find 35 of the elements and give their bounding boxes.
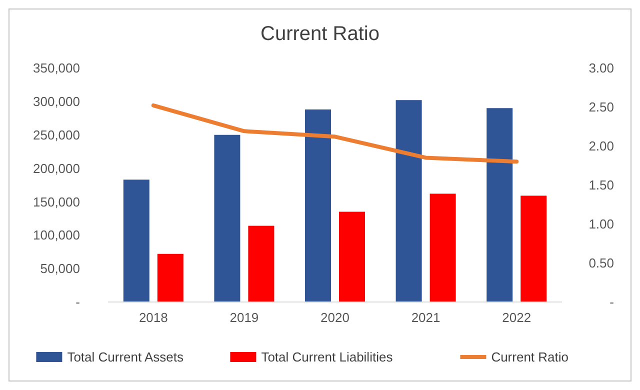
bar — [248, 226, 274, 302]
chart-title: Current Ratio — [260, 23, 380, 45]
y2-tick-label: 2.00 — [588, 138, 614, 154]
y-tick-label: 250,000 — [33, 127, 80, 142]
y2-tick-label: 1.00 — [588, 216, 614, 232]
bar — [214, 134, 240, 302]
y2-tick-label: - — [610, 294, 614, 310]
x-tick-label: 2019 — [230, 310, 259, 325]
y2-tick-label: 2.50 — [588, 100, 614, 115]
line-series — [151, 103, 519, 164]
y-tick-label: 50,000 — [40, 261, 80, 276]
y2-tick-label: 1.50 — [588, 178, 614, 193]
x-tick-label: 2021 — [411, 310, 440, 325]
legend-label: Current Ratio — [491, 350, 569, 365]
y-tick-label: 350,000 — [33, 60, 80, 76]
bar — [486, 108, 513, 302]
bar — [520, 196, 547, 302]
y2-tick-label: 0.50 — [588, 256, 614, 271]
bar — [157, 254, 184, 302]
legend-label: Total Current Liabilities — [261, 350, 394, 365]
legend-label: Total Current Assets — [67, 350, 184, 365]
bar — [123, 180, 150, 302]
bar — [430, 194, 456, 302]
x-tick-label: 2018 — [138, 310, 168, 325]
bar — [339, 212, 365, 302]
y-tick-label: 150,000 — [33, 194, 80, 210]
bar — [305, 109, 331, 302]
y2-tick-label: 3.00 — [588, 60, 614, 76]
x-tick-label: 2022 — [502, 310, 532, 325]
y-tick-label: 200,000 — [33, 160, 80, 176]
y-tick-label: 300,000 — [33, 94, 80, 109]
y-tick-label: 100,000 — [33, 228, 80, 243]
bar — [396, 100, 422, 302]
x-tick-label: 2020 — [320, 310, 350, 325]
y-tick-label: - — [76, 294, 80, 310]
